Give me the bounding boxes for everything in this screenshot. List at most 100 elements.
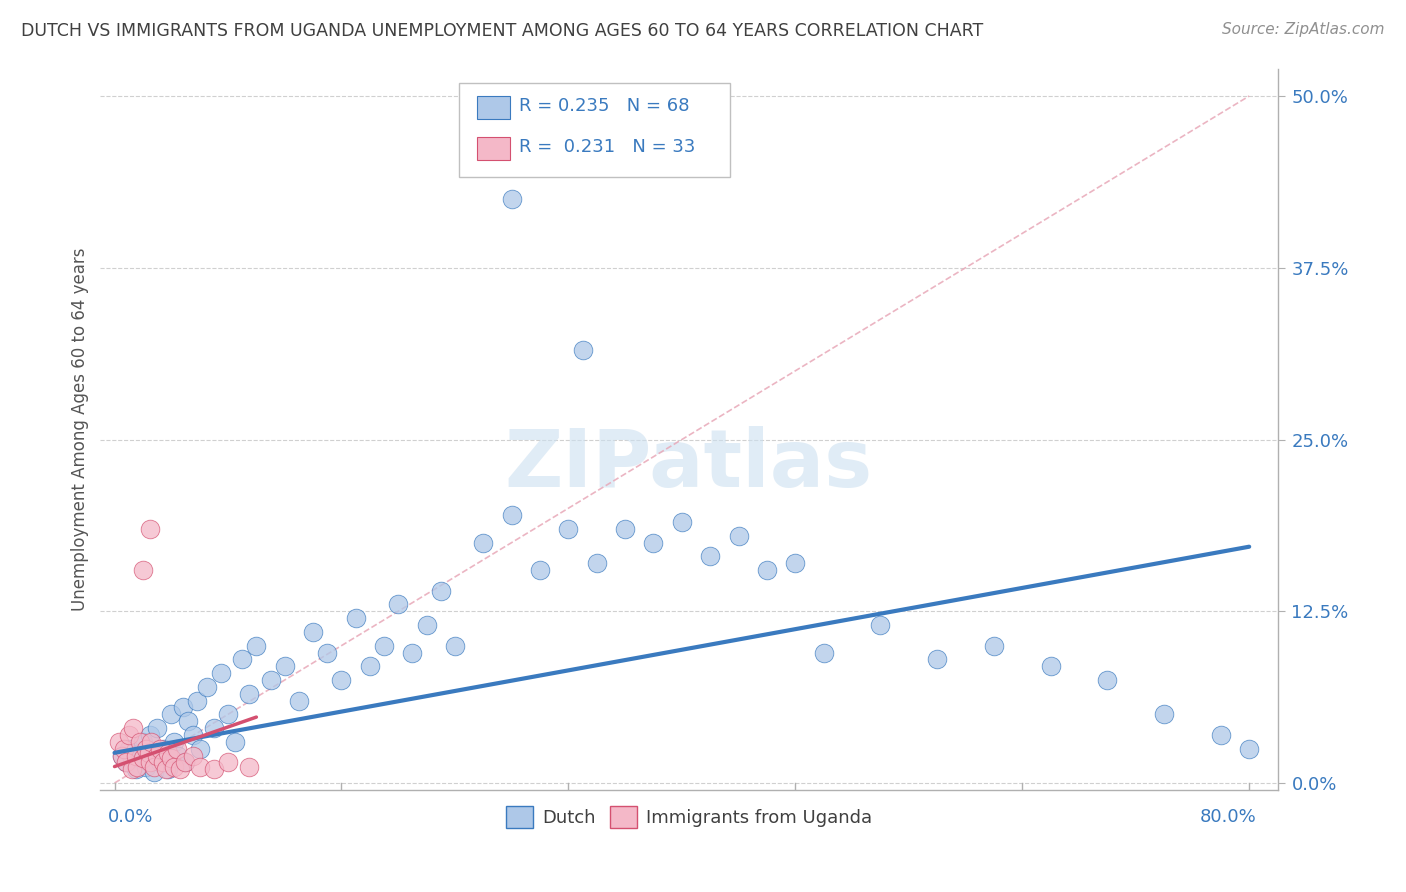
FancyBboxPatch shape <box>477 137 510 161</box>
Point <box>1153 707 1175 722</box>
Point <box>401 646 423 660</box>
Point <box>135 759 157 773</box>
Text: R =  0.231   N = 33: R = 0.231 N = 33 <box>519 138 696 156</box>
Text: R = 0.235   N = 68: R = 0.235 N = 68 <box>519 97 690 115</box>
Point <box>157 762 180 776</box>
Point <box>217 707 239 722</box>
Point <box>415 618 437 632</box>
Point <box>202 762 225 776</box>
Point <box>163 735 186 749</box>
Point <box>181 748 204 763</box>
Point <box>107 735 129 749</box>
Point <box>146 721 169 735</box>
Text: DUTCH VS IMMIGRANTS FROM UGANDA UNEMPLOYMENT AMONG AGES 60 TO 64 YEARS CORRELATI: DUTCH VS IMMIGRANTS FROM UGANDA UNEMPLOY… <box>21 22 983 40</box>
Point <box>132 563 155 577</box>
Point <box>571 343 593 358</box>
Point <box>927 652 949 666</box>
Point <box>121 762 143 776</box>
Point <box>188 741 211 756</box>
Point <box>157 746 180 760</box>
Point <box>141 735 163 749</box>
Point <box>302 624 325 639</box>
Point <box>118 741 141 756</box>
Point <box>614 522 637 536</box>
Point <box>231 652 253 666</box>
Y-axis label: Unemployment Among Ages 60 to 64 years: Unemployment Among Ages 60 to 64 years <box>72 247 89 611</box>
Point <box>259 673 281 687</box>
Point <box>132 751 155 765</box>
Point <box>174 756 197 770</box>
Point <box>373 639 395 653</box>
Point <box>146 748 169 763</box>
Point <box>344 611 367 625</box>
Point <box>166 741 188 756</box>
Point <box>163 759 186 773</box>
Point <box>1097 673 1119 687</box>
Point <box>149 741 172 756</box>
Point <box>472 535 495 549</box>
Point <box>129 746 152 760</box>
Point <box>115 756 138 770</box>
FancyBboxPatch shape <box>460 83 730 177</box>
Legend: Dutch, Immigrants from Uganda: Dutch, Immigrants from Uganda <box>499 798 879 835</box>
Point <box>111 748 134 763</box>
Text: Source: ZipAtlas.com: Source: ZipAtlas.com <box>1222 22 1385 37</box>
Point <box>160 751 183 765</box>
Point <box>139 756 162 770</box>
Point <box>160 707 183 722</box>
Point <box>727 529 749 543</box>
Point <box>181 728 204 742</box>
Point <box>177 714 200 729</box>
Point <box>169 762 191 776</box>
Point <box>359 659 381 673</box>
Point <box>174 756 197 770</box>
Point <box>224 735 246 749</box>
Point <box>209 666 232 681</box>
Point <box>127 759 149 773</box>
Point <box>202 721 225 735</box>
Point <box>143 759 166 773</box>
Text: 0.0%: 0.0% <box>107 808 153 826</box>
Point <box>529 563 551 577</box>
Point <box>238 759 260 773</box>
Point <box>1237 741 1260 756</box>
Point <box>671 515 693 529</box>
Point <box>444 639 467 653</box>
Point <box>330 673 353 687</box>
Point <box>186 693 208 707</box>
Point <box>217 756 239 770</box>
Point <box>139 522 162 536</box>
Point <box>288 693 311 707</box>
Point <box>114 741 136 756</box>
Point <box>501 508 523 522</box>
Point <box>115 756 138 770</box>
Point <box>138 746 160 760</box>
Point <box>785 556 807 570</box>
Point <box>125 762 148 776</box>
Point <box>195 680 218 694</box>
Point <box>121 751 143 765</box>
Point <box>135 741 157 756</box>
Point <box>501 192 523 206</box>
Point <box>429 583 451 598</box>
Point <box>585 556 607 570</box>
Point <box>152 756 174 770</box>
Point <box>699 549 721 564</box>
Point <box>869 618 891 632</box>
Point <box>188 759 211 773</box>
Point <box>153 741 176 756</box>
Point <box>122 721 145 735</box>
Point <box>125 748 148 763</box>
Point <box>143 765 166 780</box>
Point <box>111 748 134 763</box>
Point <box>139 728 162 742</box>
Point <box>557 522 579 536</box>
Point <box>118 728 141 742</box>
Point <box>813 646 835 660</box>
FancyBboxPatch shape <box>477 96 510 119</box>
Point <box>149 756 172 770</box>
Point <box>172 700 194 714</box>
Point <box>274 659 297 673</box>
Point <box>1209 728 1232 742</box>
Point <box>643 535 665 549</box>
